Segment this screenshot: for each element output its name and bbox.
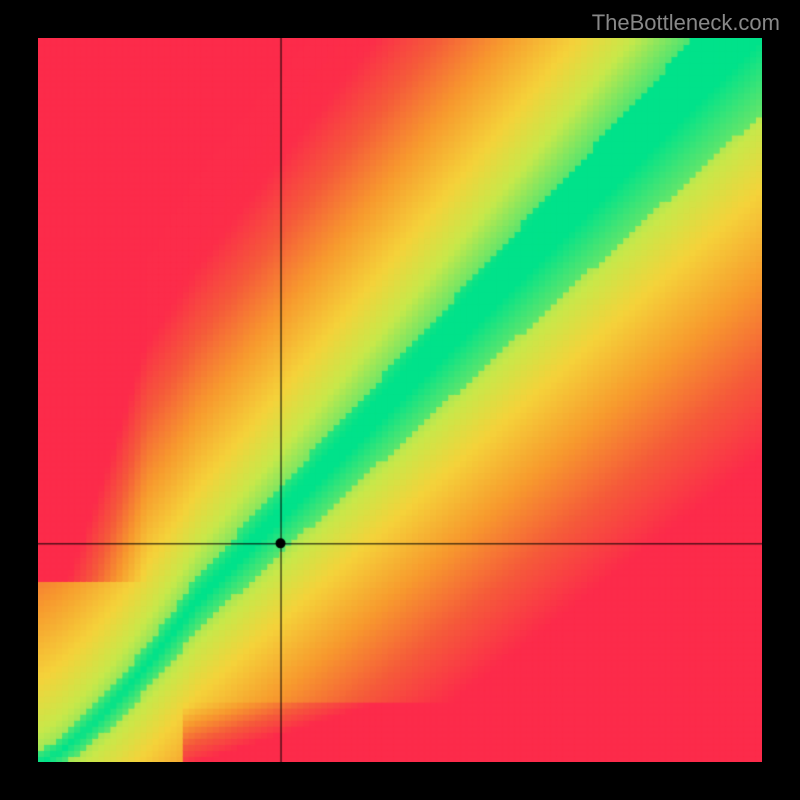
chart-container: TheBottleneck.com [0, 0, 800, 800]
watermark-text: TheBottleneck.com [592, 10, 780, 36]
bottleneck-heatmap [38, 38, 762, 762]
